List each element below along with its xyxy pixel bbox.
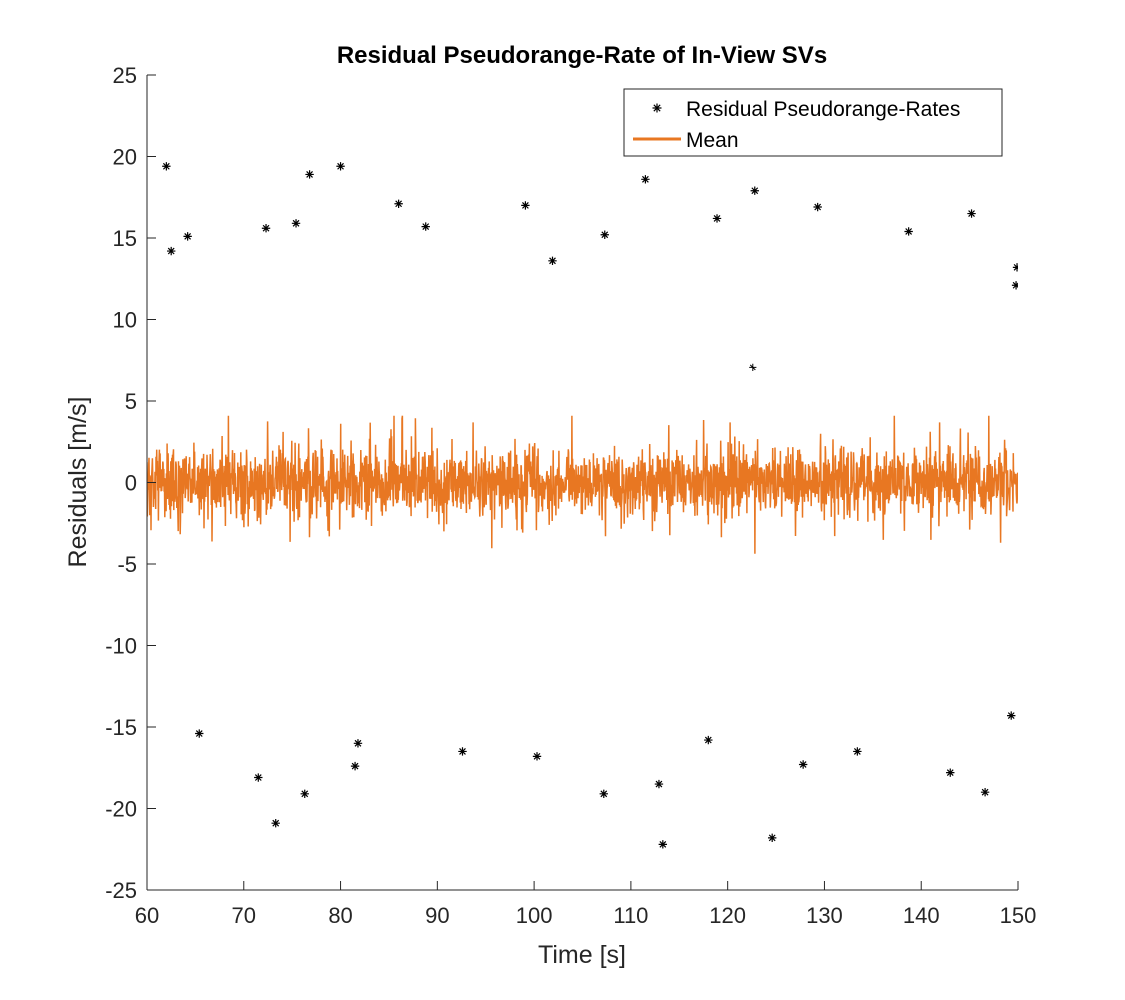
legend-label-mean: Mean <box>686 129 739 152</box>
scatter-outlier-point <box>1012 263 1018 272</box>
axes <box>146 74 1019 891</box>
scatter-outlier-point <box>548 256 557 266</box>
y-tick-label: -5 <box>117 552 137 577</box>
y-tick-label: -25 <box>105 878 137 903</box>
scatter-outlier-point <box>291 219 301 228</box>
y-tick-label: -15 <box>105 715 137 740</box>
scatter-outlier-point <box>904 227 913 236</box>
scatter-outlier-point <box>641 175 650 184</box>
scatter-outlier-point <box>532 752 542 761</box>
scatter-outlier-point <box>183 232 192 241</box>
scatter-outlier-point <box>166 246 176 256</box>
legend-box <box>623 88 1003 157</box>
scatter-outlier-point <box>704 735 713 745</box>
scatter-outlier-point <box>336 162 345 171</box>
scatter-outlier-point <box>600 230 609 239</box>
x-tick-label: 60 <box>135 903 159 928</box>
scatter-outlier-point <box>521 201 530 210</box>
scatter-outlier-point <box>300 789 309 799</box>
y-tick-label: 0 <box>125 471 137 496</box>
scatter-outlier-point <box>980 788 990 797</box>
scatter-outlier-point <box>353 739 363 748</box>
y-tick-label: -10 <box>105 634 137 659</box>
scatter-outlier-point <box>254 773 263 782</box>
y-tick-label: 20 <box>113 145 137 170</box>
scatter-series <box>749 363 757 371</box>
x-tick-label: 90 <box>425 903 449 928</box>
scatter-outlier-point <box>271 818 280 828</box>
legend-asterisk-icon <box>652 103 662 113</box>
scatter-outlier-point <box>421 222 430 231</box>
tick-labels: 60 70 80 90 100 110 120 130 140 150 25 20 15 10 5 0 -5 -1… <box>105 63 1036 928</box>
scatter-outlier-point <box>813 202 822 212</box>
y-tick-label: 10 <box>113 308 137 333</box>
scatter-outlier-point <box>394 199 403 208</box>
y-tick-label: -20 <box>105 797 137 822</box>
x-tick-label: 110 <box>613 903 648 928</box>
x-tick-label: 120 <box>709 903 746 928</box>
scatter-outlier-point <box>599 789 608 799</box>
x-tick-label: 130 <box>806 903 843 928</box>
scatter-outlier-point <box>195 729 204 738</box>
x-axis-label: Time [s] <box>538 941 626 969</box>
y-axis-label: Residuals [m/s] <box>64 397 92 568</box>
scatter-outlier-point <box>767 833 777 843</box>
scatter-outlier-point <box>162 162 171 171</box>
x-tick-label: 100 <box>516 903 553 928</box>
legend-label-scatter: Residual Pseudorange-Rates <box>686 98 960 121</box>
y-tick-label: 5 <box>125 389 137 414</box>
x-tick-label: 150 <box>1000 903 1037 928</box>
scatter-outliers <box>162 162 1018 849</box>
scatter-outlier-point <box>261 224 271 233</box>
x-tick-label: 80 <box>328 903 352 928</box>
scatter-outlier-point <box>654 779 664 789</box>
scatter-outlier-point <box>853 747 862 756</box>
scatter-outlier-point <box>1007 711 1016 720</box>
scatter-outlier-point <box>458 747 467 756</box>
mean-line <box>147 415 1018 554</box>
scatter-outlier-point <box>1011 281 1018 290</box>
y-tick-label: 25 <box>113 63 137 88</box>
chart-title: Residual Pseudorange-Rate of In-View SVs <box>337 42 827 69</box>
x-tick-label: 140 <box>903 903 940 928</box>
scatter-outlier-point <box>967 209 976 218</box>
legend: Residual Pseudorange-Rates Mean <box>623 88 1003 157</box>
scatter-outlier-point <box>946 768 955 777</box>
legend-marker-scatter <box>652 103 662 113</box>
scatter-outlier-point <box>798 760 808 769</box>
y-tick-label: 15 <box>113 226 137 251</box>
x-tick-label: 70 <box>232 903 256 928</box>
scatter-outlier-point <box>750 186 759 195</box>
mean-series <box>147 415 1018 554</box>
scatter-outlier-point <box>305 170 314 179</box>
scatter-outlier-point <box>658 840 668 849</box>
scatter-outlier-point <box>350 761 360 771</box>
scatter-outlier-point <box>712 214 722 223</box>
scatter-marker-band <box>749 363 757 371</box>
